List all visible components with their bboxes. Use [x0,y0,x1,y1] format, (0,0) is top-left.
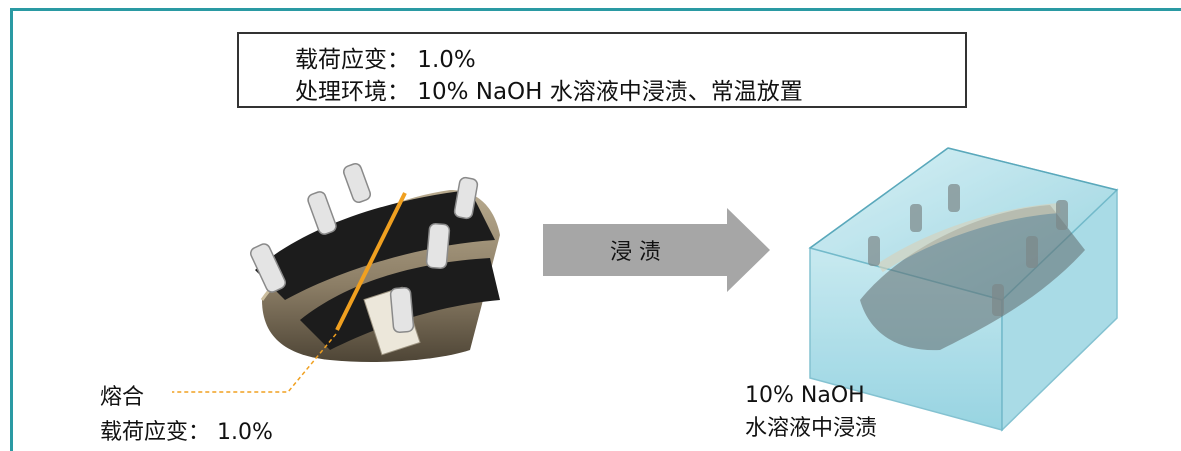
curved-specimen [172,163,500,393]
fixture-pins [250,163,479,334]
fusion-label: 熔合 [100,385,145,410]
fusion-line [335,192,407,331]
frame-left-border [10,8,13,451]
tank-right-face [1001,188,1118,432]
environment-condition: 处理环境： 10% NaOH 水溶液中浸渍、常温放置 [295,79,803,105]
arrow-label: 浸 渍 [610,240,661,265]
frame-top-border [10,8,1181,11]
immersion-arrow: 浸 渍 [543,208,770,292]
submerged-pins [868,184,1068,316]
specimen-strain-label: 载荷应变： 1.0% [100,420,273,445]
load-strain-condition: 载荷应变： 1.0% [295,47,476,73]
test-conditions-box: 载荷应变： 1.0% 处理环境： 10% NaOH 水溶液中浸渍、常温放置 [237,32,967,108]
immersion-label: 水溶液中浸渍 [745,416,878,441]
water-tank [808,147,1119,432]
band-upper [255,190,495,300]
solution-label: 10% NaOH [745,383,865,408]
